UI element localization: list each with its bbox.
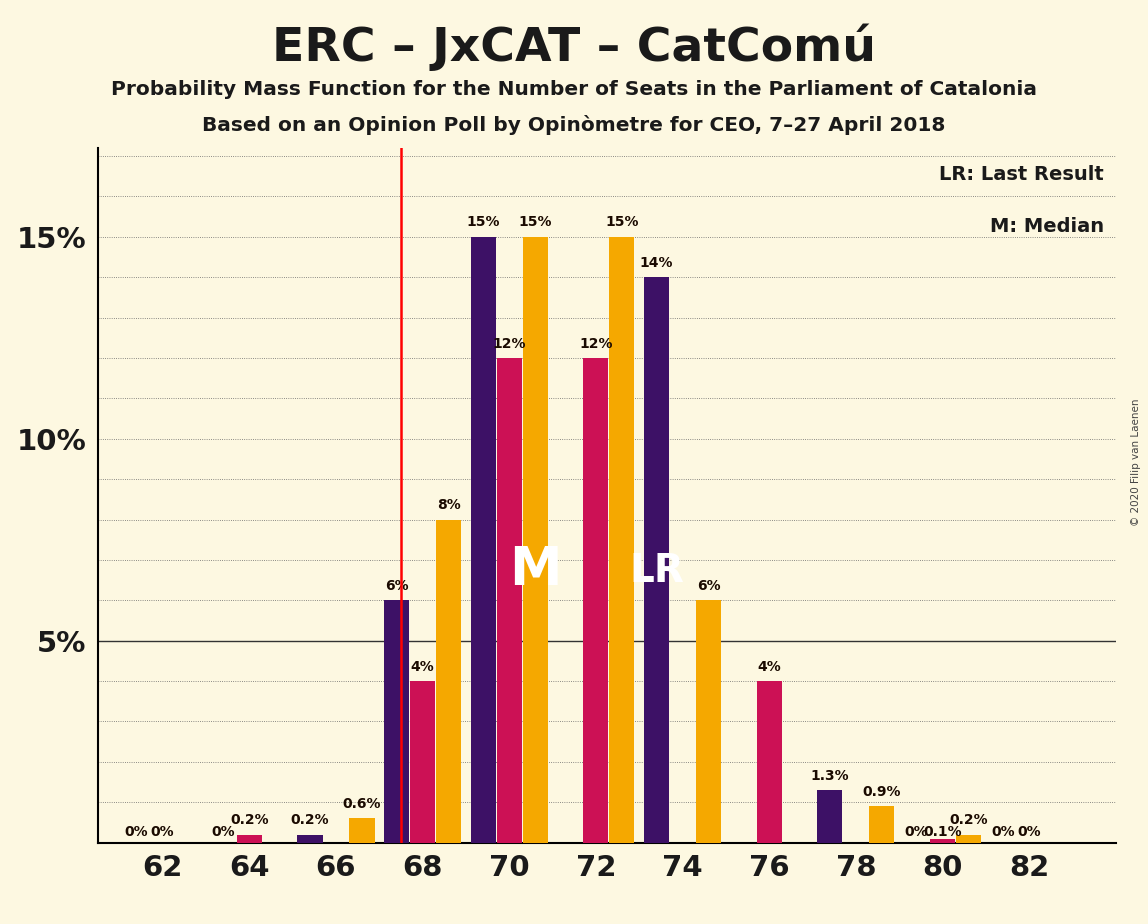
Text: 12%: 12%	[579, 336, 613, 350]
Text: 6%: 6%	[385, 579, 409, 593]
Text: 0.2%: 0.2%	[949, 813, 987, 827]
Text: 15%: 15%	[519, 215, 552, 229]
Bar	[956, 834, 982, 843]
Text: 0.2%: 0.2%	[290, 813, 329, 827]
Text: 0%: 0%	[992, 825, 1015, 840]
Text: 0%: 0%	[125, 825, 148, 840]
Bar	[297, 834, 323, 843]
Text: Probability Mass Function for the Number of Seats in the Parliament of Catalonia: Probability Mass Function for the Number…	[111, 80, 1037, 100]
Bar	[869, 807, 894, 843]
Bar	[236, 834, 262, 843]
Text: Based on an Opinion Poll by Opinòmetre for CEO, 7–27 April 2018: Based on an Opinion Poll by Opinòmetre f…	[202, 115, 946, 135]
Bar	[696, 601, 721, 843]
Text: 1.3%: 1.3%	[810, 769, 850, 783]
Text: 15%: 15%	[466, 215, 501, 229]
Text: 0%: 0%	[211, 825, 235, 840]
Bar	[522, 237, 548, 843]
Text: 0.2%: 0.2%	[230, 813, 269, 827]
Bar	[410, 681, 435, 843]
Text: 4%: 4%	[758, 660, 781, 674]
Bar	[817, 790, 843, 843]
Text: 4%: 4%	[411, 660, 434, 674]
Bar	[930, 839, 955, 843]
Text: 0.6%: 0.6%	[342, 797, 381, 811]
Text: 14%: 14%	[639, 256, 673, 270]
Text: 0%: 0%	[150, 825, 174, 840]
Bar	[757, 681, 782, 843]
Bar	[349, 819, 374, 843]
Text: 0.1%: 0.1%	[923, 825, 962, 840]
Text: © 2020 Filip van Laenen: © 2020 Filip van Laenen	[1131, 398, 1141, 526]
Bar	[471, 237, 496, 843]
Bar	[610, 237, 635, 843]
Text: 0%: 0%	[905, 825, 929, 840]
Text: 8%: 8%	[436, 498, 460, 512]
Text: 0%: 0%	[1017, 825, 1041, 840]
Bar	[497, 358, 522, 843]
Text: ERC – JxCAT – CatComú: ERC – JxCAT – CatComú	[272, 23, 876, 70]
Text: 0.9%: 0.9%	[862, 785, 901, 799]
Bar	[583, 358, 608, 843]
Bar	[383, 601, 409, 843]
Text: 12%: 12%	[492, 336, 526, 350]
Text: LR: Last Result: LR: Last Result	[939, 165, 1103, 184]
Text: 15%: 15%	[605, 215, 638, 229]
Text: LR: LR	[629, 553, 684, 590]
Text: M: Median: M: Median	[990, 217, 1103, 237]
Text: M: M	[509, 544, 561, 596]
Bar	[644, 277, 669, 843]
Text: 6%: 6%	[697, 579, 720, 593]
Bar	[436, 519, 461, 843]
